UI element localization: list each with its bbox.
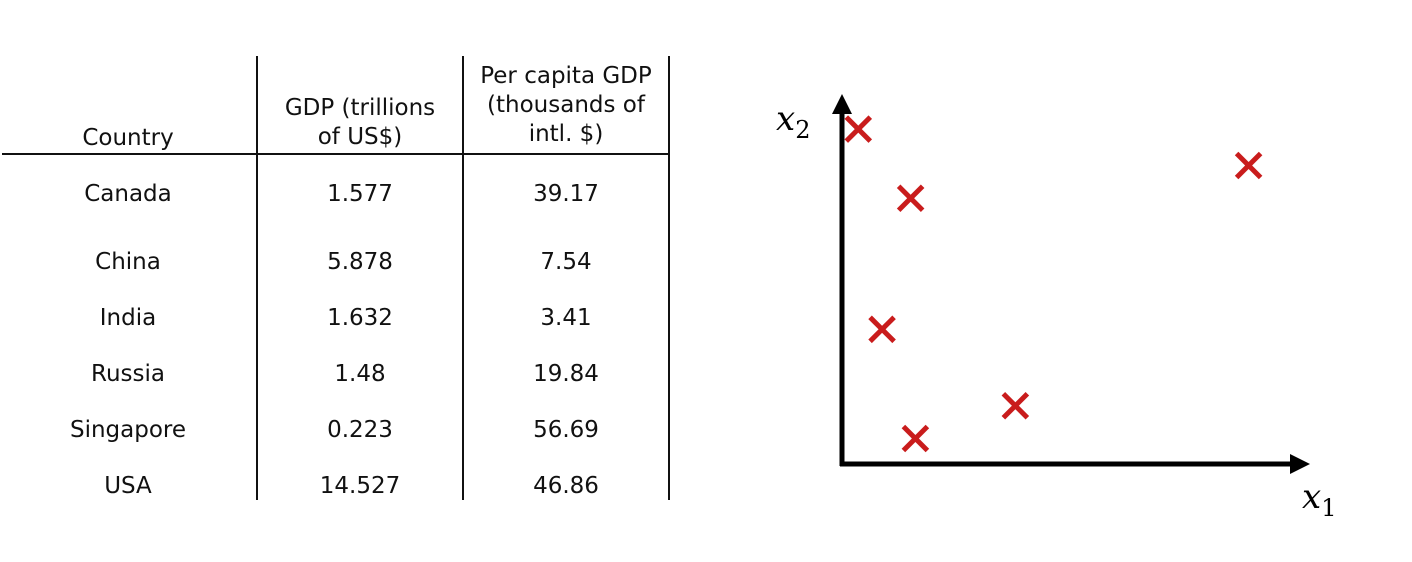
data-point-marker [1234, 151, 1263, 180]
column-divider [668, 56, 670, 500]
header-line: of US$) [317, 124, 403, 150]
header-line: intl. $) [528, 121, 604, 147]
header-line: GDP (trillions [284, 95, 436, 121]
x-axis-subscript: 1 [1321, 494, 1336, 522]
column-divider [256, 56, 258, 500]
cell-per-capita: 39.17 [533, 181, 599, 207]
x-axis-arrowhead [1290, 454, 1310, 474]
y-axis-arrowhead [832, 94, 852, 114]
y-axis-label: x2 [776, 99, 810, 144]
cell-gdp: 1.48 [334, 361, 386, 387]
cell-per-capita: 7.54 [540, 249, 592, 275]
header-country: Country [0, 124, 256, 153]
cell-country: Singapore [69, 417, 187, 443]
cell-per-capita: 46.86 [533, 473, 599, 499]
cell-gdp: 14.527 [319, 473, 401, 499]
data-point-marker [1001, 391, 1030, 420]
cell-per-capita: 19.84 [533, 361, 599, 387]
header-gdp: GDP (trillions of US$) [258, 94, 462, 152]
header-per-capita: Per capita GDP (thousands of intl. $) [464, 62, 668, 149]
cell-per-capita: 56.69 [533, 417, 599, 443]
x-axis-label: x1 [1302, 477, 1336, 522]
header-rule [2, 153, 668, 155]
header-line: Per capita GDP [480, 63, 652, 89]
cell-country: Russia [91, 361, 165, 387]
cell-per-capita: 3.41 [540, 305, 592, 331]
cell-country: Canada [84, 181, 172, 207]
cell-country: China [95, 249, 161, 275]
cell-gdp: 1.577 [327, 181, 393, 207]
column-divider [462, 56, 464, 500]
cell-country: India [99, 305, 157, 331]
data-point-marker [896, 184, 925, 213]
cell-gdp: 1.632 [327, 305, 393, 331]
cell-gdp: 5.878 [327, 249, 393, 275]
data-points [844, 115, 1263, 453]
y-axis-subscript: 2 [795, 116, 810, 144]
scatter-plot: x2 x1 [776, 94, 1336, 522]
data-point-marker [844, 115, 873, 143]
header-line: (thousands of [487, 92, 645, 118]
data-point-marker [868, 315, 896, 344]
header-line: Country [82, 125, 174, 151]
cell-gdp: 0.223 [327, 417, 393, 443]
gdp-table: Country GDP (trillions of US$) Per capit… [0, 0, 680, 562]
data-point-marker [901, 424, 930, 453]
cell-country: USA [104, 473, 152, 499]
